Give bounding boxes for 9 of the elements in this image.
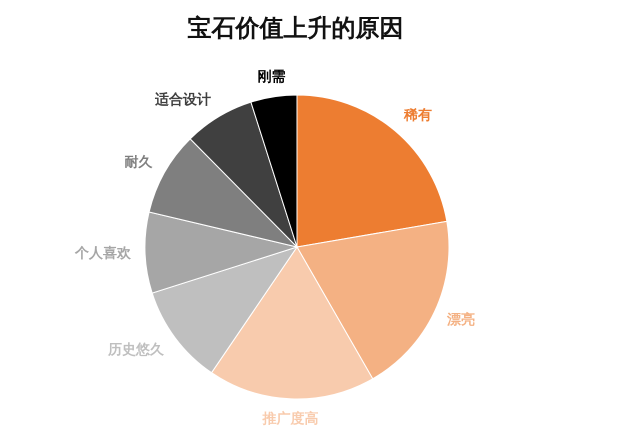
slice-label: 漂亮 [446,311,476,328]
slice-label: 稀有 [403,108,432,124]
slice-label: 刚需 [258,69,286,86]
slice-label: 耐久 [124,154,154,171]
slice-label: 历史悠久 [106,342,165,358]
slice-label: 适合设计 [154,90,212,108]
slice-label: 个人喜欢 [74,245,132,262]
slice-label: 推广度高 [262,410,319,427]
chart-title: 宝石价值上升的原因 [186,13,404,44]
